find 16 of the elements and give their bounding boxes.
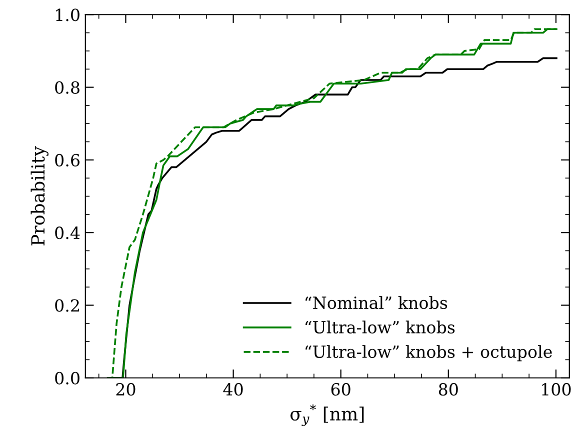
legend-label: “Nominal” knobs	[305, 296, 448, 310]
x-tick-label: 60	[331, 383, 350, 396]
x-tick-label: 80	[438, 383, 458, 396]
y-tick-label: 0.0	[55, 372, 80, 384]
legend-label: “Ultra-low” knobs	[305, 320, 455, 334]
x-tick-label: 100	[542, 383, 571, 396]
x-tick-label: 20	[116, 383, 136, 396]
x-axis-title: σ$_{y}$$^{*}$ [nm]	[290, 404, 364, 426]
legend-label: “Ultra-low” knobs + octupole	[305, 345, 552, 362]
y-tick-label: 1.0	[56, 8, 80, 22]
y-tick-label: 0.4	[55, 226, 80, 240]
y-tick-label: 0.2	[55, 299, 79, 312]
x-tick-label: 40	[223, 383, 243, 396]
y-tick-label: 0.6	[55, 154, 80, 166]
y-tick-label: 0.8	[55, 81, 80, 94]
y-axis-title: Probability	[30, 146, 48, 246]
